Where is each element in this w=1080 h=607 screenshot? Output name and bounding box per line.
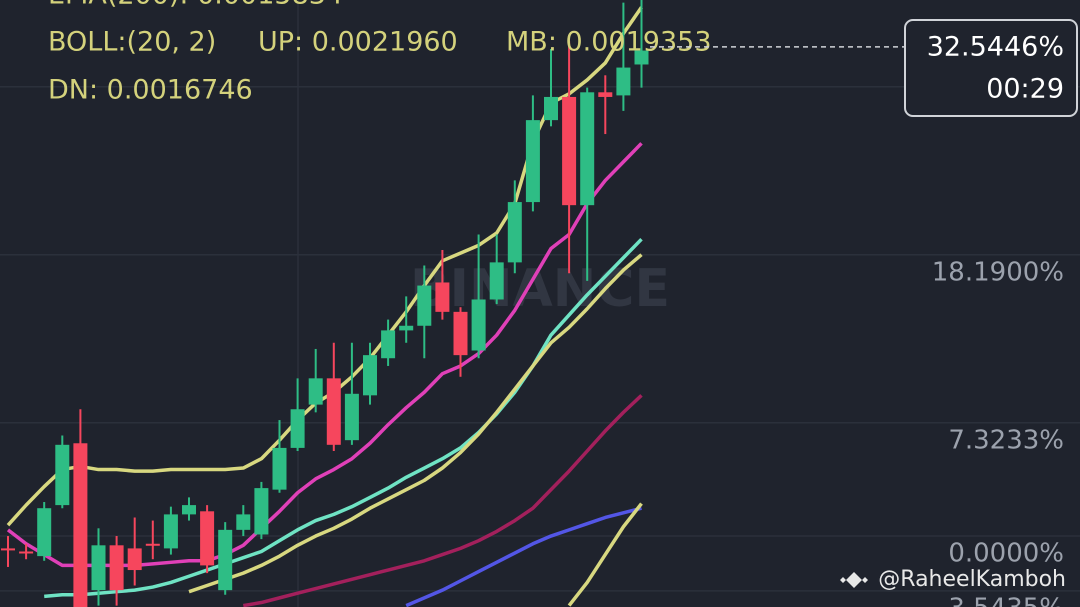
candle-body — [363, 355, 377, 396]
y-tick-label: 7.3233% — [948, 425, 1064, 455]
candle-body — [399, 325, 414, 331]
indicator-line — [567, 502, 643, 607]
candle-body — [218, 529, 233, 591]
candle-body — [616, 67, 631, 96]
indicator-line — [44, 237, 643, 599]
candles — [1, 0, 649, 607]
candle-body — [489, 262, 504, 300]
legend-up: UP: 0.0021960 — [258, 27, 458, 58]
y-tick-label: 0.0000% — [948, 539, 1064, 569]
candle-body — [562, 96, 577, 206]
y-tick-label: 18.1900% — [932, 257, 1064, 287]
candle-body — [453, 311, 468, 356]
candle-body — [182, 505, 196, 515]
candle-body — [580, 92, 595, 206]
candle-body — [344, 393, 359, 441]
candle-body — [91, 545, 106, 591]
credit-icon — [840, 572, 868, 588]
candle-body — [73, 443, 88, 607]
last-price: 32.5446% 00:29 — [650, 19, 1078, 117]
candle-body — [200, 511, 215, 566]
candle-body — [272, 447, 287, 490]
candle-body — [507, 202, 522, 263]
candle-body — [417, 285, 432, 326]
indicator-line — [243, 394, 643, 607]
grid — [0, 86, 1080, 592]
credit: @RaheelKamboh — [878, 567, 1066, 592]
y-tick-label: -3.5435% — [939, 593, 1064, 607]
candle-body — [236, 514, 251, 530]
candle-body — [435, 282, 450, 312]
countdown: 00:29 — [986, 74, 1064, 105]
candle-body — [109, 545, 124, 591]
last-price-label: 32.5446% — [927, 32, 1064, 63]
legend-ema: EMA(200): 0.0015834 — [48, 0, 343, 11]
candle-body — [381, 330, 396, 359]
candle-body — [254, 488, 269, 535]
candle-body — [471, 299, 486, 351]
candle-body — [127, 548, 142, 571]
indicator-line — [405, 506, 642, 607]
legend-dn: DN: 0.0016746 — [48, 75, 253, 106]
legend-mb: MB: 0.0019353 — [506, 27, 712, 58]
legend-boll: BOLL:(20, 2) — [48, 27, 216, 58]
candle-body — [290, 409, 305, 448]
candle-body — [145, 543, 160, 546]
candle-body — [634, 50, 649, 65]
candle-body — [525, 120, 540, 203]
last-price-box — [904, 19, 1078, 117]
candle-body — [326, 378, 341, 445]
candle-body — [55, 444, 70, 506]
candle-body — [598, 92, 613, 97]
candle-body — [1, 548, 15, 551]
candle-body — [544, 96, 558, 121]
candle-body — [19, 551, 34, 554]
candle-body — [163, 514, 178, 549]
indicator-line — [188, 253, 643, 594]
candle-body — [37, 508, 52, 557]
candle-body — [308, 378, 323, 405]
